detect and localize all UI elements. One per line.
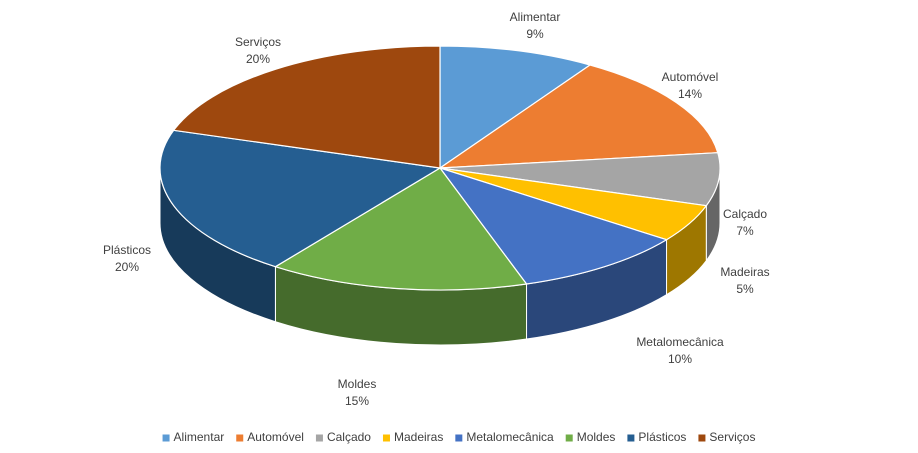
pie-slice (439, 45, 592, 170)
data-label-name: Metalomecânica (636, 335, 724, 349)
data-label-value: 7% (736, 224, 754, 238)
legend-label: Plásticos (638, 430, 686, 444)
data-label-name: Plásticos (103, 243, 151, 257)
legend-label: Moldes (577, 430, 616, 444)
data-label-name: Serviços (235, 35, 281, 49)
legend-label: Metalomecânica (466, 430, 554, 444)
data-label-value: 15% (345, 394, 369, 408)
data-label-name: Automóvel (662, 70, 719, 84)
data-label-name: Alimentar (510, 10, 561, 24)
pie-slice (172, 45, 441, 169)
legend-label: Alimentar (174, 430, 225, 444)
data-label-value: 20% (246, 52, 270, 66)
data-label-name: Madeiras (720, 265, 769, 279)
legend-swatch (627, 434, 635, 442)
legend-swatch (382, 434, 390, 442)
pie-slice (439, 152, 721, 207)
data-label-value: 20% (115, 260, 139, 274)
legend-label: Serviços (709, 430, 755, 444)
legend-swatch (455, 434, 463, 442)
legend-swatch (162, 434, 170, 442)
data-label-name: Calçado (723, 207, 767, 221)
pie-slice (438, 166, 668, 285)
data-label-value: 14% (678, 87, 702, 101)
legend-swatch (315, 434, 323, 442)
pie-slice (437, 64, 719, 169)
legend-label: Automóvel (247, 430, 304, 444)
pie-slice (159, 129, 442, 268)
legend-swatch (698, 434, 706, 442)
pie-slice (273, 167, 528, 291)
legend-swatch (565, 434, 573, 442)
legend-swatch (236, 434, 244, 442)
legend-label: Madeiras (394, 430, 443, 444)
legend: Alimentar Automóvel Calçado Madeiras Metalom… (162, 430, 755, 444)
data-label-value: 9% (526, 27, 544, 41)
data-label-value: 10% (668, 352, 692, 366)
data-label-name: Moldes (338, 377, 377, 391)
legend-label: Calçado (327, 430, 371, 444)
data-label-value: 5% (736, 282, 754, 296)
